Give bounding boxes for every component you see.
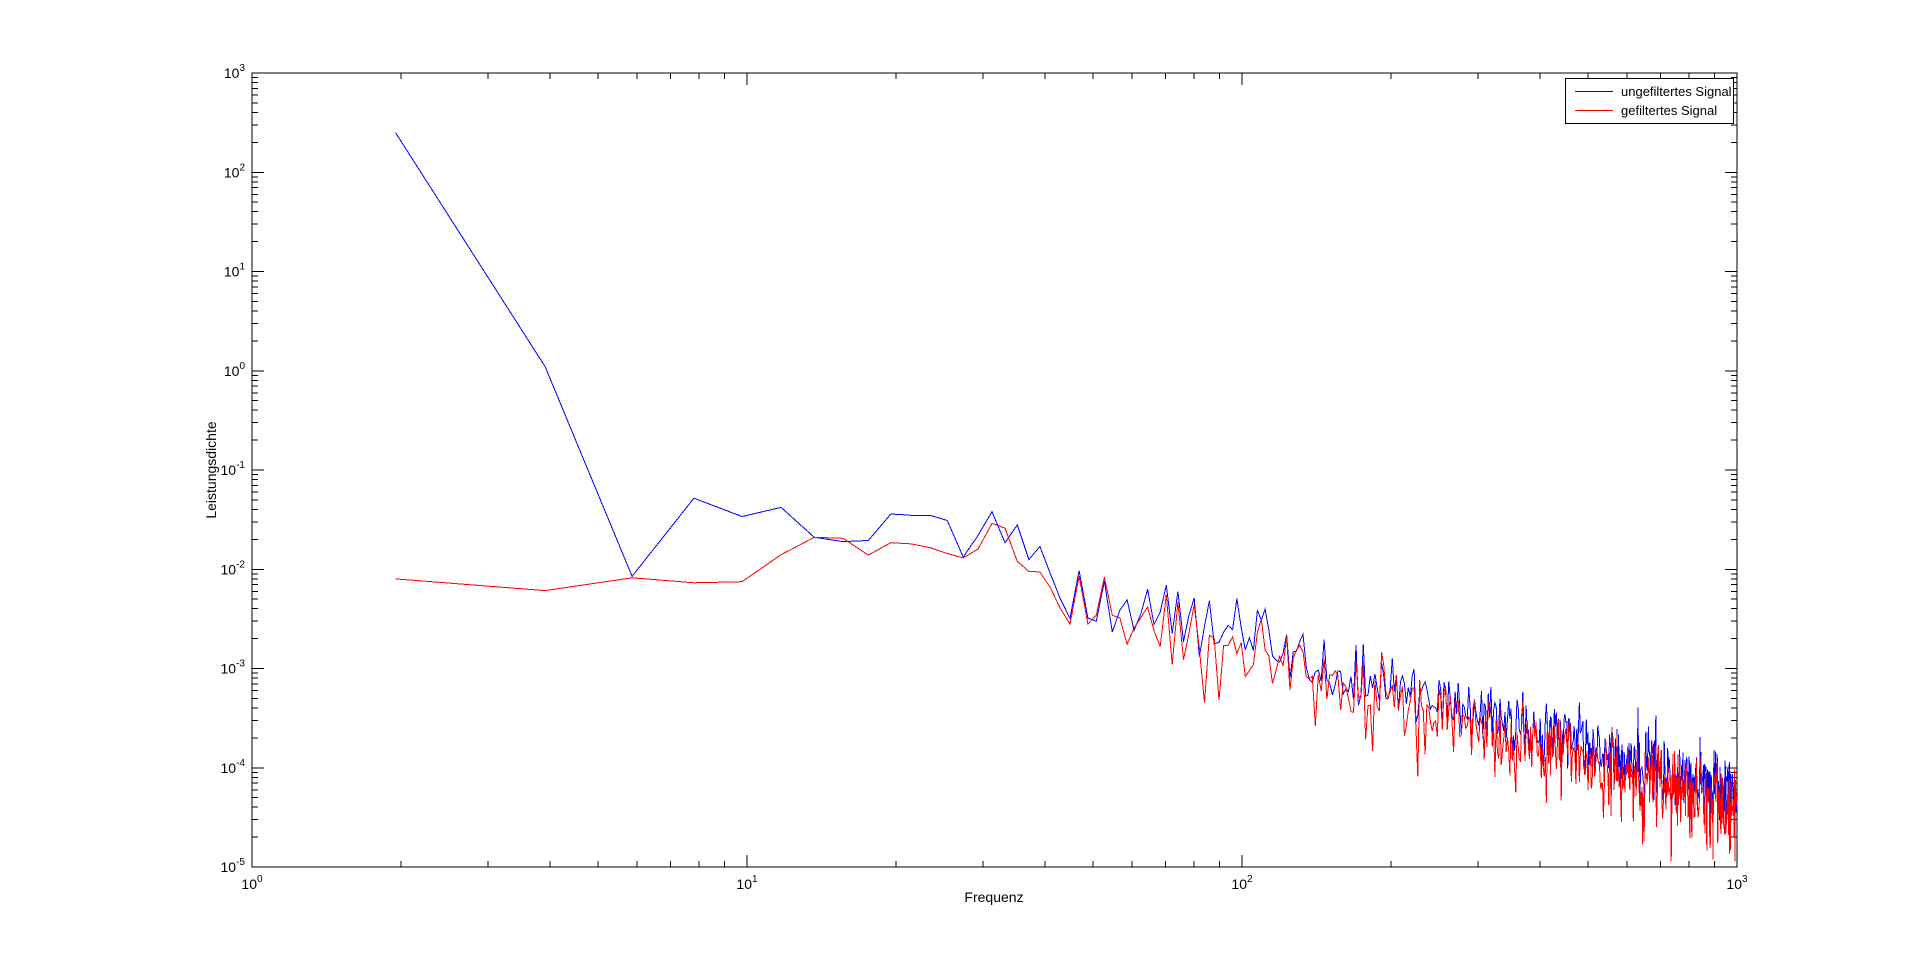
y-tick-label: 101 [224, 262, 246, 280]
legend-line-sample-filtered [1575, 110, 1613, 111]
y-tick-label: 10-2 [221, 559, 246, 577]
tick-labels: 100 101 102 103 103 102 101 100 10-1 10-2 10-3 10-4… [221, 63, 1748, 892]
y-tick-label: 100 [224, 361, 246, 379]
series-line-filtered [395, 522, 1738, 862]
series-line-unfiltered [395, 132, 1738, 829]
axis-ticks [251, 72, 1738, 868]
legend-item-gefiltertes-signal: gefiltertes Signal [1566, 101, 1733, 120]
legend-label-filtered: gefiltertes Signal [1621, 103, 1718, 118]
legend-line-sample-unfiltered [1575, 91, 1613, 92]
y-tick-label: 10-4 [221, 758, 246, 776]
y-tick-label: 10-3 [221, 659, 246, 677]
y-axis-label: Leistungsdichte [203, 421, 219, 519]
legend-box: ungefiltertes Signal gefiltertes Signal [1565, 78, 1734, 124]
x-tick-label: 100 [241, 874, 263, 892]
x-axis-label: Frequenz [964, 889, 1024, 905]
y-tick-label: 10-5 [221, 857, 246, 875]
x-tick-label: 101 [736, 874, 758, 892]
y-tick-label: 102 [224, 162, 246, 180]
y-tick-label: 10-1 [221, 460, 246, 478]
x-tick-label: 103 [1726, 874, 1748, 892]
y-tick-label: 103 [224, 63, 246, 81]
legend-item-ungefiltertes-signal: ungefiltertes Signal [1566, 82, 1733, 101]
x-tick-label: 102 [1231, 874, 1253, 892]
legend-label-unfiltered: ungefiltertes Signal [1621, 84, 1732, 99]
